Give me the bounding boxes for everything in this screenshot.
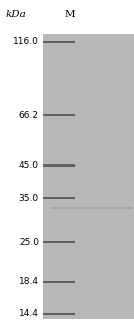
Text: M: M: [64, 10, 75, 19]
Text: 45.0: 45.0: [19, 161, 39, 170]
Bar: [51, 206, 133, 209]
Text: 25.0: 25.0: [19, 238, 39, 247]
Text: 18.4: 18.4: [19, 278, 39, 287]
Bar: [43, 241, 75, 243]
Bar: [43, 41, 75, 43]
Text: 116.0: 116.0: [13, 37, 39, 46]
Text: 35.0: 35.0: [19, 194, 39, 203]
Text: kDa: kDa: [5, 10, 26, 19]
Bar: [43, 114, 75, 116]
Bar: [43, 34, 134, 319]
Text: 14.4: 14.4: [19, 309, 39, 318]
Text: 66.2: 66.2: [19, 110, 39, 119]
Bar: [43, 281, 75, 283]
Bar: [43, 164, 75, 167]
Bar: [43, 197, 75, 199]
Bar: [43, 313, 75, 315]
